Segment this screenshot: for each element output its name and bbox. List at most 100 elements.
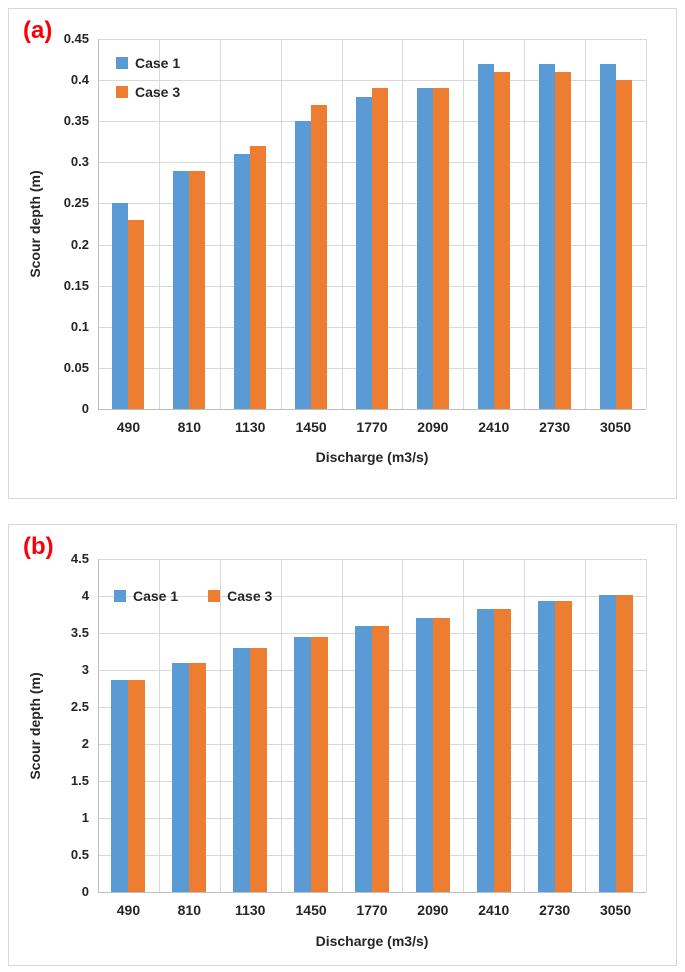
v-gridline xyxy=(280,39,282,409)
h-gridline xyxy=(98,559,646,560)
bar-case3-2410 xyxy=(493,609,511,892)
legend: Case 1 Case 3 xyxy=(116,55,180,100)
bar-case3-2730 xyxy=(554,71,571,409)
y-axis-tick-label: 0.2 xyxy=(70,236,89,252)
x-axis-tick-label: 2730 xyxy=(539,419,571,435)
y-axis-tick-label: 0.25 xyxy=(63,195,89,211)
bar-case1-810 xyxy=(173,170,190,409)
y-axis-tick-label: 0.45 xyxy=(63,31,89,46)
v-gridline xyxy=(463,559,465,892)
y-axis-tick-label: 4 xyxy=(81,588,89,603)
bar-chart-a: 0.45 0.4 0.35 0.3 0.25 0.2 0.15 0.1 0.05 0 490 810 1… xyxy=(9,9,676,498)
bar-case3-490 xyxy=(128,679,146,892)
x-axis-tick-label: 1770 xyxy=(356,419,388,435)
x-axis-tick-label: 2090 xyxy=(417,902,449,918)
y-axis-tick-label: 0 xyxy=(81,401,89,416)
bar-chart-b: 4.5 4 3.5 3 2.5 2 1.5 1 0.5 0 490 810 1130 1450 1770 20… xyxy=(9,525,676,965)
bar-case1-1770 xyxy=(355,625,372,892)
v-gridline xyxy=(402,39,404,409)
case1-swatch-icon xyxy=(116,57,128,69)
bar-case3-1450 xyxy=(311,104,328,409)
bar-case1-1130 xyxy=(234,154,251,409)
legend-item-case1: Case 1 xyxy=(114,588,178,604)
v-gridline xyxy=(219,559,221,892)
v-gridline xyxy=(646,39,647,409)
v-gridline xyxy=(463,39,465,409)
x-axis-tick-label: 2090 xyxy=(417,419,449,435)
y-axis-title: Scour depth (m) xyxy=(27,170,43,278)
bar-case1-2410 xyxy=(477,63,494,409)
bar-case3-1770 xyxy=(372,88,388,409)
y-axis-tick-label: 0.3 xyxy=(70,154,89,170)
y-axis-tick-label: 3.5 xyxy=(70,625,89,640)
bar-case1-3050 xyxy=(598,594,616,892)
v-gridline xyxy=(341,39,343,409)
y-axis-line xyxy=(98,39,99,409)
bar-case1-2730 xyxy=(538,63,555,409)
v-gridline xyxy=(524,39,526,409)
bar-case1-1450 xyxy=(295,121,312,409)
case3-swatch-icon xyxy=(116,86,128,98)
bar-case1-2410 xyxy=(476,609,494,892)
legend-item-case3: Case 3 xyxy=(116,84,180,100)
y-axis-tick-label: 0 xyxy=(81,884,89,899)
x-axis-tick-label: 1450 xyxy=(295,902,327,918)
x-axis-title: Discharge (m3/s) xyxy=(315,933,429,949)
x-axis-line xyxy=(98,892,646,893)
x-axis-tick-label: 1130 xyxy=(235,902,266,918)
bar-case3-1450 xyxy=(311,636,329,892)
bar-case3-1130 xyxy=(250,647,268,892)
x-axis-tick-label: 3050 xyxy=(599,902,632,918)
y-axis-title: Scour depth (m) xyxy=(27,671,43,780)
x-axis-tick-label: 490 xyxy=(116,419,141,435)
x-axis-tick-label: 3050 xyxy=(599,419,632,435)
legend-label: Case 3 xyxy=(227,588,273,604)
bar-case3-2410 xyxy=(493,71,510,409)
bar-case3-2090 xyxy=(432,88,449,409)
y-axis-tick-label: 0.5 xyxy=(70,847,89,862)
bar-case1-490 xyxy=(112,203,129,409)
y-axis-tick-label: 2 xyxy=(81,736,89,751)
y-axis-tick-label: 1 xyxy=(81,810,89,825)
y-axis-tick-label: 0.4 xyxy=(70,72,89,88)
chart-panel-a: (a) 0.45 0.4 0.35 0.3 0.25 0.2 0.15 0.1 0.05 0 490… xyxy=(8,8,677,499)
x-axis-tick-label: 490 xyxy=(116,902,141,918)
x-axis-tick-label: 1450 xyxy=(295,419,327,435)
bar-case3-3050 xyxy=(615,594,633,892)
y-axis-tick-label: 3 xyxy=(81,662,89,677)
y-axis-tick-label: 0.15 xyxy=(63,277,89,293)
legend-label: Case 1 xyxy=(135,55,181,71)
x-axis-tick-label: 2410 xyxy=(478,419,510,435)
bar-case1-2090 xyxy=(416,88,433,409)
legend-label: Case 3 xyxy=(135,84,181,100)
bar-case1-490 xyxy=(111,679,129,892)
v-gridline xyxy=(158,559,160,892)
v-gridline xyxy=(341,559,343,892)
h-gridline xyxy=(98,80,646,82)
legend-label: Case 1 xyxy=(133,588,179,604)
bar-case3-1130 xyxy=(250,145,267,409)
v-gridline xyxy=(585,39,587,409)
bar-case1-2730 xyxy=(537,601,555,892)
v-gridline xyxy=(585,559,587,892)
bar-case3-2730 xyxy=(554,601,572,892)
bar-case3-810 xyxy=(189,170,206,409)
v-gridline xyxy=(402,559,404,892)
v-gridline xyxy=(219,39,221,409)
x-axis-tick-label: 810 xyxy=(177,902,201,918)
panel-label-a: (a) xyxy=(23,17,53,44)
legend: Case 1 Case 3 xyxy=(114,588,272,604)
x-axis-tick-label: 2410 xyxy=(478,902,510,918)
x-axis-tick-label: 1130 xyxy=(235,419,266,435)
v-gridline xyxy=(158,39,160,409)
v-gridline xyxy=(524,559,526,892)
x-axis-tick-label: 810 xyxy=(177,419,201,435)
y-axis-tick-label: 0.35 xyxy=(63,113,89,129)
h-gridline xyxy=(98,39,646,40)
y-axis-tick-label: 4.5 xyxy=(70,551,89,566)
v-gridline xyxy=(280,559,282,892)
x-axis-title: Discharge (m3/s) xyxy=(315,449,429,465)
bar-case3-2090 xyxy=(432,618,450,892)
x-axis-tick-label: 1770 xyxy=(356,902,388,918)
